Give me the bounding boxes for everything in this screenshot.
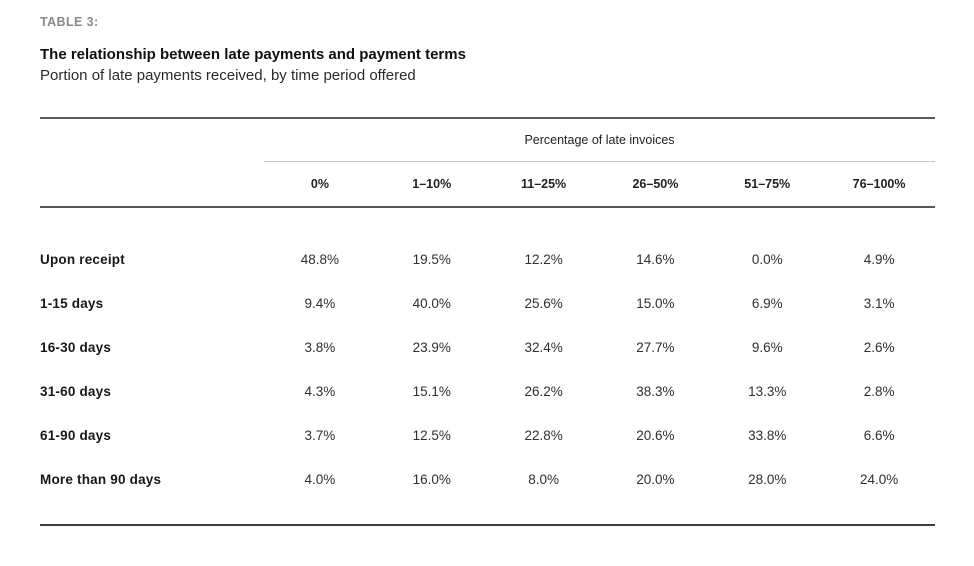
cell-value: 19.5%	[412, 251, 451, 267]
row-label: More than 90 days	[40, 471, 162, 487]
table-row: 16-30 days 3.8% 23.9% 32.4% 27.7% 9.6% 2…	[40, 325, 935, 369]
cell-value: 4.0%	[304, 471, 336, 487]
cell-value: 0.0%	[751, 251, 783, 267]
table-subtitle: Portion of late payments received, by ti…	[40, 67, 416, 84]
cell-value: 9.4%	[304, 295, 336, 311]
column-header: 76–100%	[852, 177, 906, 191]
table-title: The relationship between late payments a…	[40, 46, 466, 63]
table-row: 1-15 days 9.4% 40.0% 25.6% 15.0% 6.9% 3.…	[40, 281, 935, 325]
table-row: Upon receipt 48.8% 19.5% 12.2% 14.6% 0.0…	[40, 237, 935, 281]
cell-value: 16.0%	[412, 471, 451, 487]
column-header-row: 0% 1–10% 11–25% 26–50% 51–75% 76–100%	[40, 162, 935, 206]
cell-value: 25.6%	[524, 295, 563, 311]
cell-value: 3.7%	[304, 427, 336, 443]
cell-value: 26.2%	[524, 383, 563, 399]
cell-value: 6.6%	[863, 427, 895, 443]
cell-value: 12.2%	[524, 251, 563, 267]
table-number-label: TABLE 3:	[40, 15, 99, 29]
column-header: 51–75%	[744, 177, 791, 191]
cell-value: 4.9%	[863, 251, 895, 267]
table-row: 61-90 days 3.7% 12.5% 22.8% 20.6% 33.8% …	[40, 413, 935, 457]
table-body: Upon receipt 48.8% 19.5% 12.2% 14.6% 0.0…	[40, 208, 935, 501]
cell-value: 14.6%	[636, 251, 675, 267]
row-label: 1-15 days	[40, 295, 104, 311]
cell-value: 4.3%	[304, 383, 336, 399]
cell-value: 22.8%	[524, 427, 563, 443]
column-header: 1–10%	[412, 177, 452, 191]
table-bottom-rule	[40, 524, 935, 526]
cell-value: 15.0%	[636, 295, 675, 311]
column-header: 26–50%	[632, 177, 679, 191]
table-row: More than 90 days 4.0% 16.0% 8.0% 20.0% …	[40, 457, 935, 501]
cell-value: 23.9%	[412, 339, 451, 355]
cell-value: 6.9%	[751, 295, 783, 311]
table-row: 31-60 days 4.3% 15.1% 26.2% 38.3% 13.3% …	[40, 369, 935, 413]
column-header: 0%	[310, 177, 329, 191]
column-group-row: Percentage of late invoices	[40, 119, 935, 162]
column-group-label: Percentage of late invoices	[264, 119, 935, 162]
cell-value: 2.6%	[863, 339, 895, 355]
cell-value: 2.8%	[863, 383, 895, 399]
cell-value: 20.0%	[636, 471, 675, 487]
table-top-rule	[40, 117, 935, 119]
cell-value: 32.4%	[524, 339, 563, 355]
row-label: Upon receipt	[40, 251, 125, 267]
cell-value: 13.3%	[748, 383, 787, 399]
cell-value: 3.1%	[863, 295, 895, 311]
row-label: 61-90 days	[40, 427, 112, 443]
cell-value: 3.8%	[304, 339, 336, 355]
header-divider-rule	[40, 206, 935, 208]
cell-value: 27.7%	[636, 339, 675, 355]
cell-value: 9.6%	[751, 339, 783, 355]
cell-value: 48.8%	[300, 251, 340, 267]
cell-value: 15.1%	[412, 383, 451, 399]
cell-value: 8.0%	[528, 471, 559, 487]
row-label: 16-30 days	[40, 339, 112, 355]
cell-value: 38.3%	[636, 383, 675, 399]
row-label: 31-60 days	[40, 383, 112, 399]
cell-value: 28.0%	[748, 471, 787, 487]
column-header: 11–25%	[520, 177, 567, 191]
cell-value: 40.0%	[412, 295, 451, 311]
column-group-spacer	[40, 119, 264, 162]
cell-value: 20.6%	[636, 427, 675, 443]
cell-value: 33.8%	[748, 427, 787, 443]
cell-value: 24.0%	[859, 471, 899, 487]
cell-value: 12.5%	[412, 427, 451, 443]
report-table-figure: TABLE 3: The relationship between late p…	[40, 15, 935, 526]
